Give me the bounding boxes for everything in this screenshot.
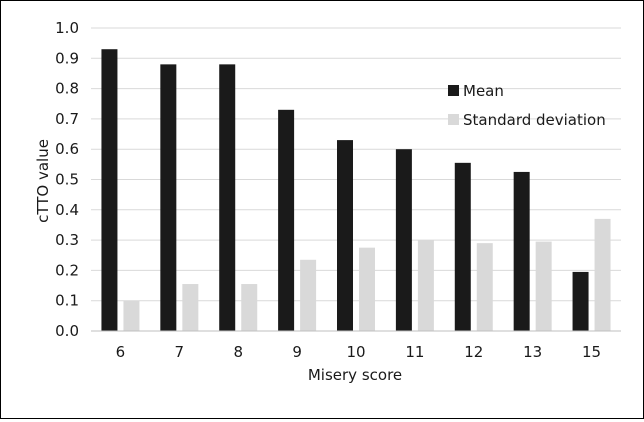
y-tick-label: 0.2 xyxy=(55,261,79,279)
bar-standard-deviation-9 xyxy=(300,259,317,331)
bar-mean-13 xyxy=(513,171,530,331)
y-tick-label: 0.9 xyxy=(55,49,79,67)
bar-standard-deviation-11 xyxy=(417,240,434,331)
y-tick-label: 0.3 xyxy=(55,231,79,249)
bar-mean-11 xyxy=(395,149,412,331)
x-tick-label: 7 xyxy=(175,343,185,361)
y-tick-label: 1.0 xyxy=(55,19,79,37)
y-tick-label: 0.1 xyxy=(55,292,79,310)
x-tick-label: 12 xyxy=(464,343,483,361)
legend-label-mean: Mean xyxy=(463,82,504,100)
bar-mean-12 xyxy=(454,162,471,331)
x-tick-label: 13 xyxy=(523,343,542,361)
bar-standard-deviation-15 xyxy=(594,218,611,331)
legend-label-standard-deviation: Standard deviation xyxy=(463,111,606,129)
y-axis-title: cTTO value xyxy=(34,139,52,223)
bar-mean-6 xyxy=(101,49,118,332)
y-tick-label: 0.8 xyxy=(55,80,79,98)
y-tick-label: 0.5 xyxy=(55,171,79,189)
x-tick-label: 6 xyxy=(116,343,126,361)
x-axis-ticks: 6 7 8 9 10 11 12 13 15 xyxy=(116,343,601,361)
bar-standard-deviation-6 xyxy=(123,300,140,331)
x-tick-label: 10 xyxy=(346,343,365,361)
legend-swatch-mean xyxy=(448,85,459,96)
legend-swatch-standard-deviation xyxy=(448,114,459,125)
bar-standard-deviation-13 xyxy=(535,241,552,331)
y-tick-label: 0.7 xyxy=(55,110,79,128)
bar-mean-7 xyxy=(160,64,177,332)
bar-standard-deviation-7 xyxy=(182,284,199,331)
y-tick-label: 0.0 xyxy=(55,322,79,340)
bar-standard-deviation-8 xyxy=(241,284,258,331)
bar-mean-8 xyxy=(219,64,236,332)
x-tick-label: 15 xyxy=(582,343,601,361)
x-tick-label: 9 xyxy=(292,343,302,361)
y-axis-ticks: 0.0 0.1 0.2 0.3 0.4 0.5 0.6 0.7 0.8 0.9 1.0 xyxy=(55,19,79,340)
bar-standard-deviation-12 xyxy=(476,243,493,331)
x-tick-label: 11 xyxy=(405,343,424,361)
x-tick-label: 8 xyxy=(233,343,243,361)
y-tick-label: 0.4 xyxy=(55,201,79,219)
x-axis-title: Misery score xyxy=(308,366,402,384)
bars xyxy=(101,49,611,332)
bar-mean-9 xyxy=(278,109,295,331)
legend: Mean Standard deviation xyxy=(448,82,606,129)
bar-standard-deviation-10 xyxy=(359,247,375,331)
gridlines xyxy=(91,27,621,302)
bar-mean-10 xyxy=(337,140,353,331)
bar-mean-15 xyxy=(572,271,589,331)
y-tick-label: 0.6 xyxy=(55,140,79,158)
